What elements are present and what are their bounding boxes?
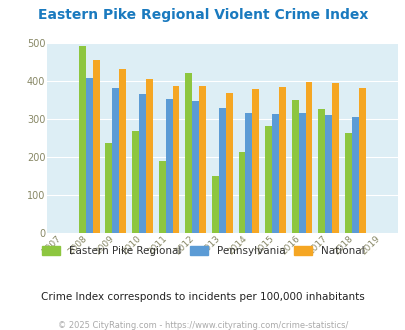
Bar (351, 117, 358, 233)
Bar (198, 86, 206, 233)
Bar (271, 114, 278, 233)
Bar (85, 78, 92, 233)
Bar (185, 73, 192, 233)
Bar (112, 88, 119, 233)
Bar (291, 100, 298, 233)
Bar (298, 114, 305, 233)
Legend: Eastern Pike Regional, Pennsylvania, National: Eastern Pike Regional, Pennsylvania, Nat… (38, 242, 367, 260)
Bar (218, 108, 225, 233)
Bar (225, 93, 232, 233)
Bar (158, 161, 165, 233)
Bar (305, 82, 312, 233)
Bar (132, 131, 139, 233)
Bar (192, 101, 198, 233)
Text: Crime Index corresponds to incidents per 100,000 inhabitants: Crime Index corresponds to incidents per… (41, 292, 364, 302)
Bar (245, 114, 252, 233)
Bar (211, 176, 218, 233)
Bar (172, 86, 179, 233)
Bar (79, 46, 85, 233)
Bar (331, 83, 338, 233)
Text: © 2025 CityRating.com - https://www.cityrating.com/crime-statistics/: © 2025 CityRating.com - https://www.city… (58, 321, 347, 330)
Bar (119, 69, 126, 233)
Bar (238, 152, 245, 233)
Bar (358, 88, 365, 233)
Bar (324, 115, 331, 233)
Bar (165, 99, 172, 233)
Bar (139, 94, 145, 233)
Bar (264, 126, 271, 233)
Bar (318, 109, 324, 233)
Bar (92, 60, 99, 233)
Bar (105, 144, 112, 233)
Bar (252, 89, 259, 233)
Text: Eastern Pike Regional Violent Crime Index: Eastern Pike Regional Violent Crime Inde… (38, 8, 367, 22)
Bar (278, 87, 285, 233)
Bar (344, 133, 351, 233)
Bar (145, 79, 152, 233)
